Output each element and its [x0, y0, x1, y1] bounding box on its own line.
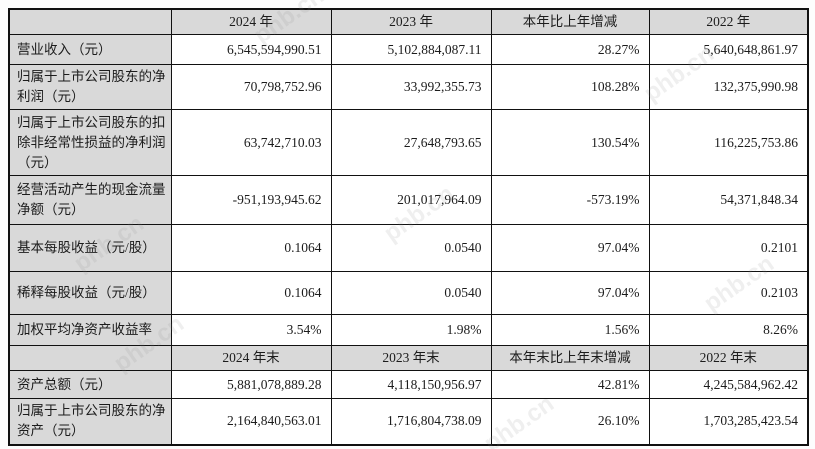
- header-2022-end: 2022 年末: [648, 345, 809, 371]
- row-label: 归属于上市公司股东的扣除非经常性损益的净利润（元）: [8, 109, 172, 176]
- cell-change: 28.27%: [490, 34, 650, 65]
- cell-2024: 0.1064: [170, 224, 332, 272]
- cell-change: 1.56%: [490, 314, 650, 346]
- table-header-year-end: 2024 年末 2023 年末 本年末比上年末增减 2022 年末: [8, 345, 809, 371]
- cell-change: 26.10%: [490, 398, 650, 445]
- cell-2024: 0.1064: [170, 271, 332, 315]
- cell-2023: 0.0540: [330, 271, 492, 315]
- table-row-net-assets: 归属于上市公司股东的净资产（元） 2,164,840,563.01 1,716,…: [8, 398, 809, 445]
- cell-2024: -951,193,945.62: [170, 175, 332, 225]
- cell-2024: 5,881,078,889.28: [170, 370, 332, 399]
- row-label: 归属于上市公司股东的净利润（元）: [8, 64, 172, 110]
- header-2023: 2023 年: [330, 8, 492, 35]
- cell-2023: 27,648,793.65: [330, 109, 492, 176]
- table-row-revenue: 营业收入（元） 6,545,594,990.51 5,102,884,087.1…: [8, 34, 809, 65]
- cell-2024: 70,798,752.96: [170, 64, 332, 110]
- cell-2022: 1,703,285,423.54: [648, 398, 809, 445]
- row-label: 基本每股收益（元/股）: [8, 224, 172, 272]
- header-2022: 2022 年: [648, 8, 809, 35]
- cell-2024: 3.54%: [170, 314, 332, 346]
- cell-change: 97.04%: [490, 224, 650, 272]
- cell-2022: 5,640,648,861.97: [648, 34, 809, 65]
- cell-2024: 6,545,594,990.51: [170, 34, 332, 65]
- table-row-weighted-avg-roe: 加权平均净资产收益率 3.54% 1.98% 1.56% 8.26%: [8, 314, 809, 346]
- header-2023-end: 2023 年末: [330, 345, 492, 371]
- cell-2024: 2,164,840,563.01: [170, 398, 332, 445]
- cell-2022: 0.2103: [648, 271, 809, 315]
- cell-2022: 8.26%: [648, 314, 809, 346]
- row-label: 营业收入（元）: [8, 34, 172, 65]
- row-label: 稀释每股收益（元/股）: [8, 271, 172, 315]
- cell-2023: 201,017,964.09: [330, 175, 492, 225]
- cell-2024: 63,742,710.03: [170, 109, 332, 176]
- header-yoy-change: 本年比上年增减: [490, 8, 650, 35]
- table-row-net-profit: 归属于上市公司股东的净利润（元） 70,798,752.96 33,992,35…: [8, 64, 809, 110]
- cell-change: -573.19%: [490, 175, 650, 225]
- cell-change: 108.28%: [490, 64, 650, 110]
- header-year-end-change: 本年末比上年末增减: [490, 345, 650, 371]
- table-row-basic-eps: 基本每股收益（元/股） 0.1064 0.0540 97.04% 0.2101: [8, 224, 809, 272]
- cell-change: 42.81%: [490, 370, 650, 399]
- row-label: 归属于上市公司股东的净资产（元）: [8, 398, 172, 445]
- table-header-annual: 2024 年 2023 年 本年比上年增减 2022 年: [8, 8, 809, 35]
- cell-2022: 0.2101: [648, 224, 809, 272]
- row-label: 资产总额（元）: [8, 370, 172, 399]
- cell-2023: 0.0540: [330, 224, 492, 272]
- key-financials-table: 2024 年 2023 年 本年比上年增减 2022 年 营业收入（元） 6,5…: [8, 8, 809, 446]
- row-label: 加权平均净资产收益率: [8, 314, 172, 346]
- cell-change: 130.54%: [490, 109, 650, 176]
- cell-2022: 4,245,584,962.42: [648, 370, 809, 399]
- header-corner-cell: [8, 345, 172, 371]
- header-2024-end: 2024 年末: [170, 345, 332, 371]
- cell-2023: 33,992,355.73: [330, 64, 492, 110]
- header-2024: 2024 年: [170, 8, 332, 35]
- table-row-total-assets: 资产总额（元） 5,881,078,889.28 4,118,150,956.9…: [8, 370, 809, 399]
- table-row-operating-cash-flow: 经营活动产生的现金流量净额（元） -951,193,945.62 201,017…: [8, 175, 809, 225]
- cell-2022: 116,225,753.86: [648, 109, 809, 176]
- cell-2022: 54,371,848.34: [648, 175, 809, 225]
- cell-2023: 5,102,884,087.11: [330, 34, 492, 65]
- row-label: 经营活动产生的现金流量净额（元）: [8, 175, 172, 225]
- table-row-net-profit-excl-nonrecurring: 归属于上市公司股东的扣除非经常性损益的净利润（元） 63,742,710.03 …: [8, 109, 809, 176]
- table-row-diluted-eps: 稀释每股收益（元/股） 0.1064 0.0540 97.04% 0.2103: [8, 271, 809, 315]
- cell-2022: 132,375,990.98: [648, 64, 809, 110]
- cell-2023: 1.98%: [330, 314, 492, 346]
- header-corner-cell: [8, 8, 172, 35]
- cell-2023: 1,716,804,738.09: [330, 398, 492, 445]
- cell-change: 97.04%: [490, 271, 650, 315]
- cell-2023: 4,118,150,956.97: [330, 370, 492, 399]
